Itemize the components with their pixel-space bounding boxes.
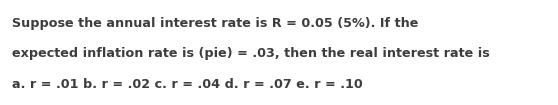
Text: a. r = .01 b. r = .02 c. r = .04 d. r = .07 e. r = .10: a. r = .01 b. r = .02 c. r = .04 d. r = … bbox=[12, 77, 363, 91]
Text: Suppose the annual interest rate is R = 0.05 (5%). If the: Suppose the annual interest rate is R = … bbox=[12, 17, 418, 30]
Text: expected inflation rate is (pie) = .03, then the real interest rate is: expected inflation rate is (pie) = .03, … bbox=[12, 47, 490, 60]
